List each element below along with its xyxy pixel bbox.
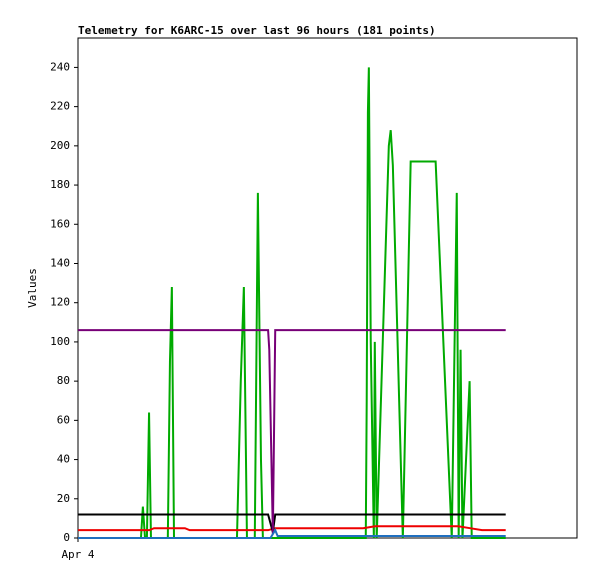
y-tick-label: 40 xyxy=(57,453,70,466)
series-line xyxy=(78,67,506,539)
y-tick-label: 140 xyxy=(50,256,70,269)
plot-frame xyxy=(77,37,578,539)
y-tick-label: 160 xyxy=(50,217,70,230)
series-line xyxy=(78,525,506,532)
y-tick-label: 220 xyxy=(50,100,70,113)
y-tick-label: 120 xyxy=(50,296,70,309)
y-tick-label: 0 xyxy=(63,531,70,544)
y-tick-label: 60 xyxy=(57,413,70,426)
y-tick-label: 200 xyxy=(50,139,70,152)
y-axis-label: Values xyxy=(26,268,39,308)
y-tick-label: 20 xyxy=(57,492,70,505)
x-tick-label: Apr 4 xyxy=(61,548,94,561)
series-line xyxy=(78,329,506,535)
chart-title: Telemetry for K6ARC-15 over last 96 hour… xyxy=(78,24,436,37)
series-line xyxy=(78,527,506,539)
y-tick-label: 80 xyxy=(57,374,70,387)
y-tick-label: 180 xyxy=(50,178,70,191)
y-tick-label: 240 xyxy=(50,60,70,73)
y-tick-label: 100 xyxy=(50,335,70,348)
